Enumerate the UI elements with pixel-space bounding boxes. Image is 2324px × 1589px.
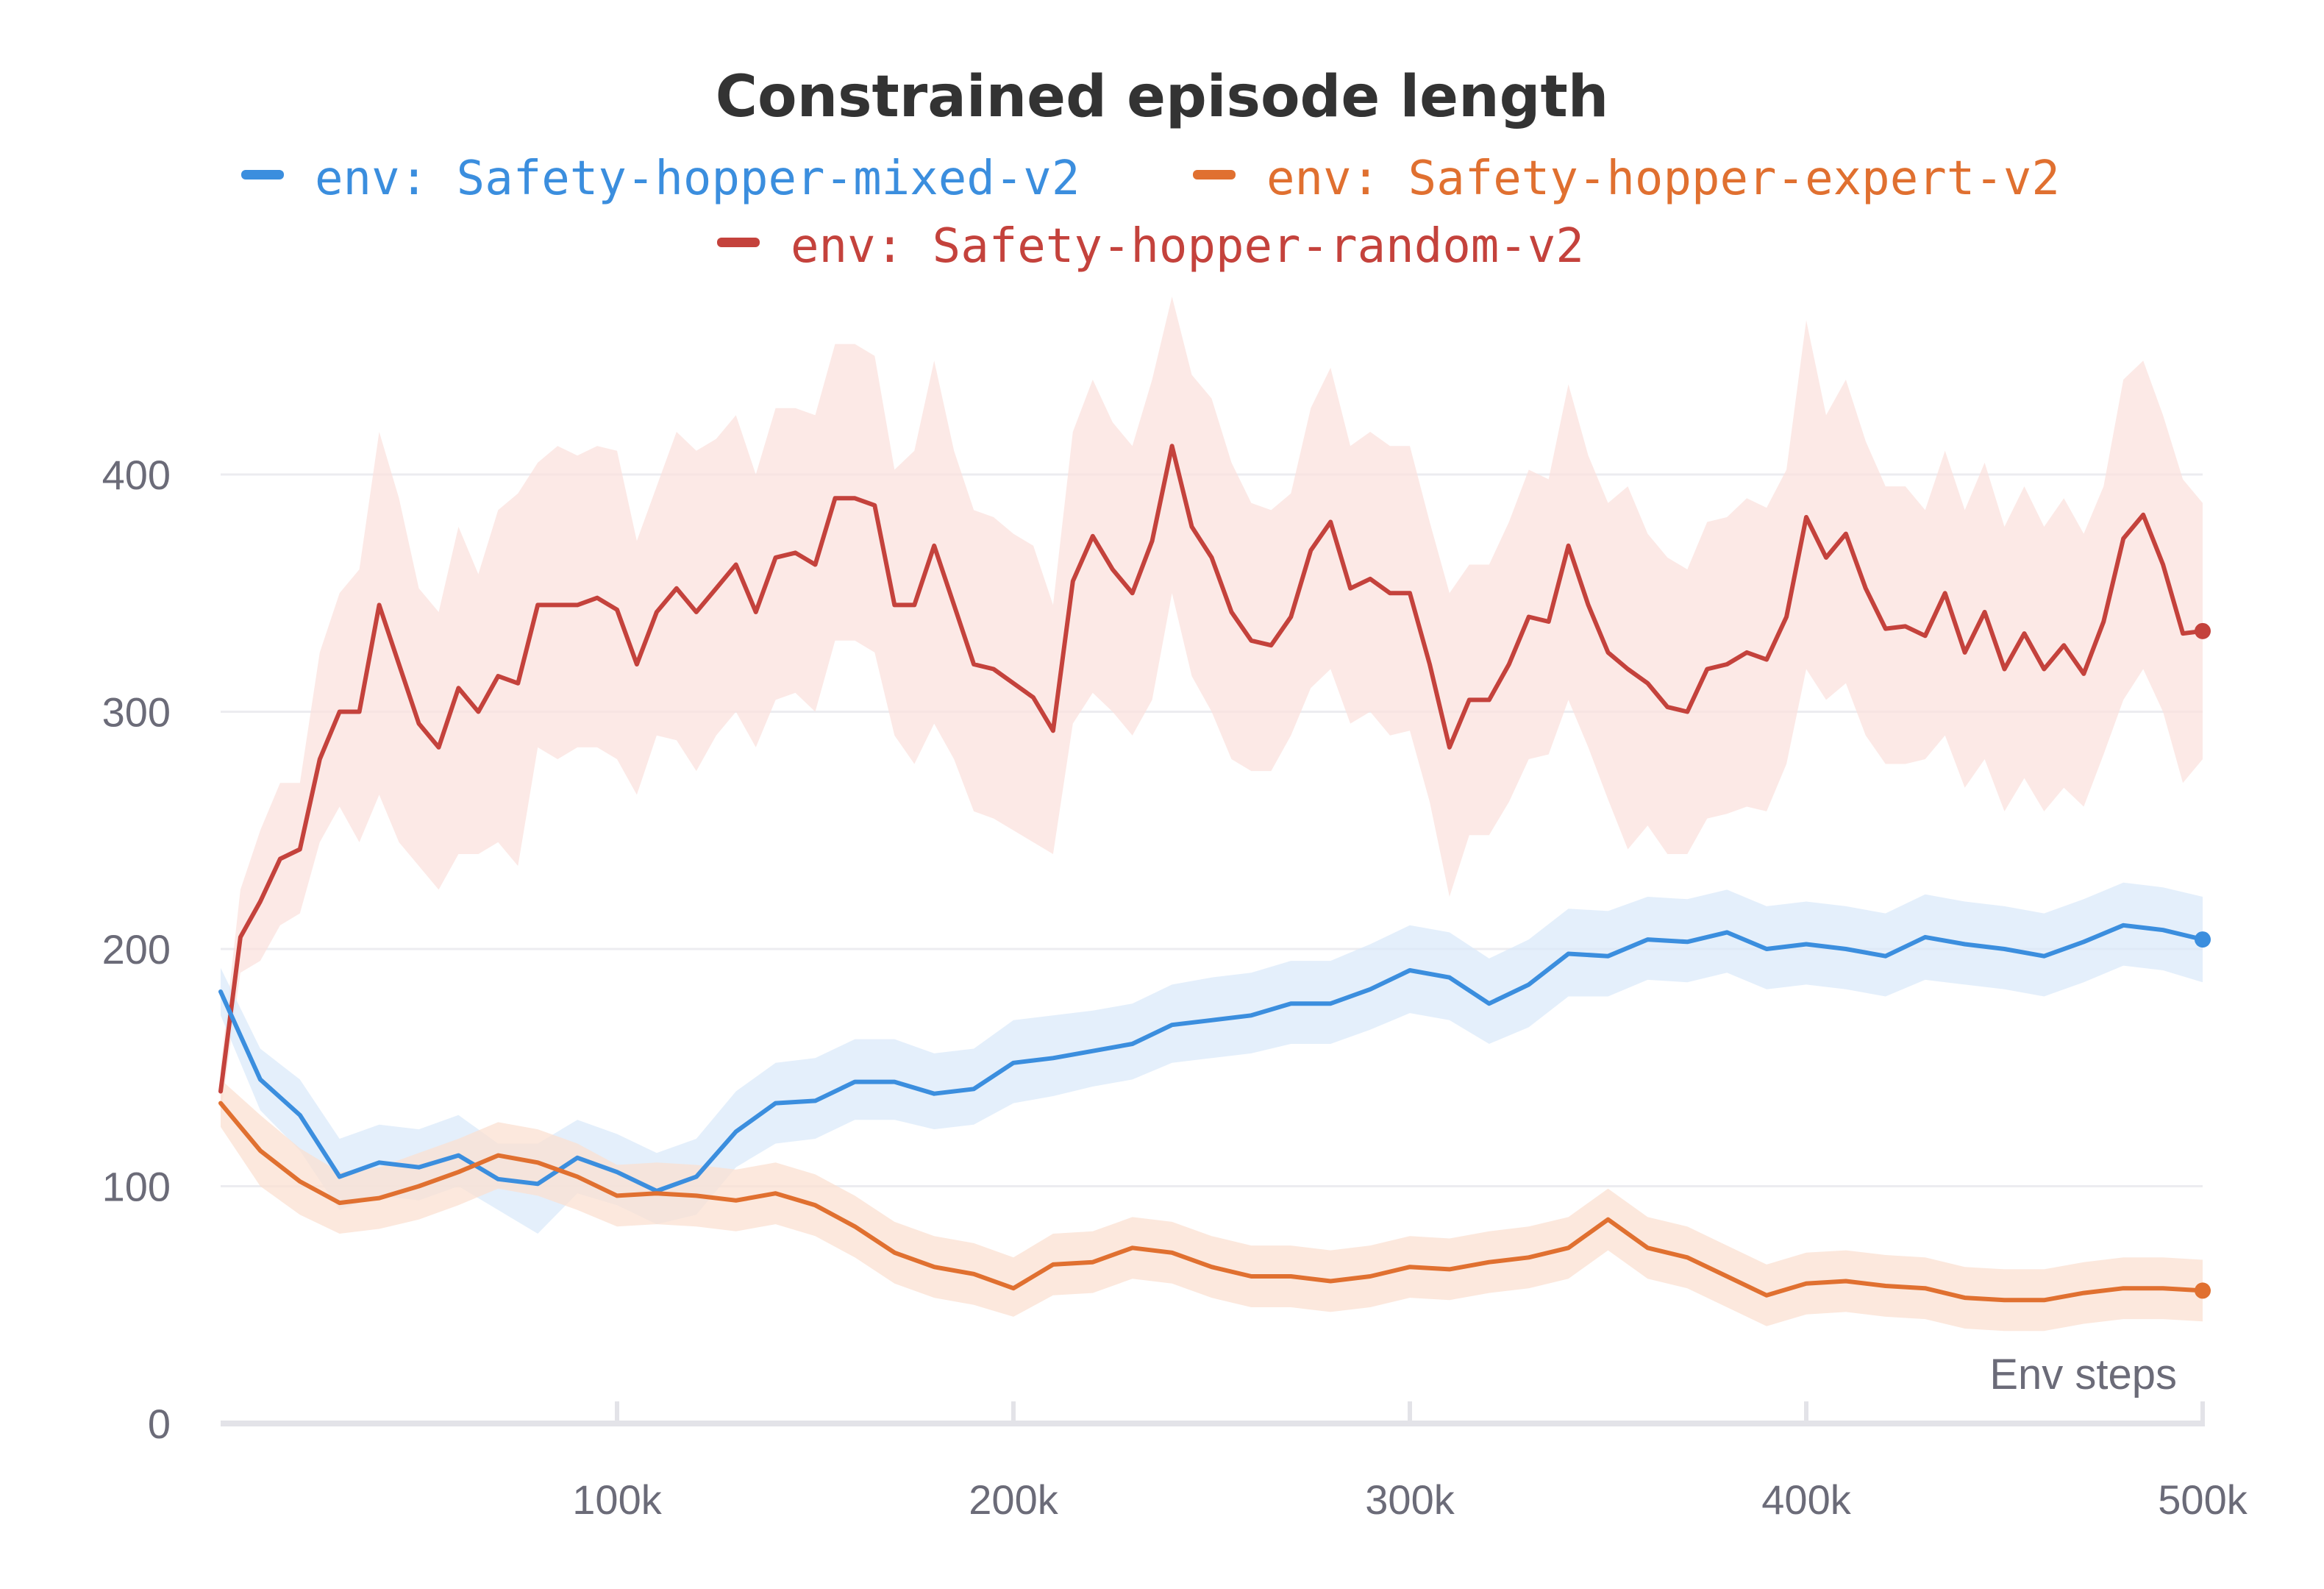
band-series-2 <box>221 296 2203 1115</box>
legend-label-random: env: Safety-hopper-random-v2 <box>791 219 1584 274</box>
endpoint-series-2 <box>2195 622 2211 639</box>
legend-item-random[interactable]: env: Safety-hopper-random-v2 <box>717 219 1584 274</box>
y-tick-label: 0 <box>148 1401 171 1447</box>
x-axis-ticks: 100k 200k 300k 400k 500k <box>572 1401 2248 1523</box>
y-tick-label: 400 <box>102 452 171 498</box>
legend-swatch-expert <box>1193 170 1236 179</box>
line-series-2[interactable] <box>218 444 2205 1094</box>
x-tick-label: 200k <box>969 1476 1058 1523</box>
x-tick-label: 500k <box>2158 1476 2248 1523</box>
line-series-1[interactable] <box>218 1101 2205 1303</box>
x-axis-label: Env steps <box>1989 1351 2177 1398</box>
series-endpoints <box>2195 622 2211 1299</box>
x-tick-label: 300k <box>1365 1476 1455 1523</box>
series-lines <box>218 444 2205 1303</box>
legend: env: Safety-hopper-mixed-v2 env: Safety-… <box>241 152 2060 274</box>
legend-swatch-mixed <box>241 170 284 179</box>
legend-label-expert: env: Safety-hopper-expert-v2 <box>1266 152 2060 206</box>
endpoint-series-0 <box>2195 931 2211 948</box>
confidence-bands <box>221 296 2203 1332</box>
chart-title: Constrained episode length <box>716 64 1609 130</box>
legend-item-mixed[interactable]: env: Safety-hopper-mixed-v2 <box>241 152 1080 206</box>
line-series-0[interactable] <box>218 923 2205 1193</box>
legend-swatch-random <box>717 238 760 247</box>
legend-label-mixed: env: Safety-hopper-mixed-v2 <box>315 152 1080 206</box>
band-series-0 <box>221 882 2203 1234</box>
x-tick-label: 400k <box>1761 1476 1851 1523</box>
endpoint-series-1 <box>2195 1282 2211 1299</box>
y-axis-ticks: 0 100 200 300 400 <box>102 452 171 1447</box>
y-tick-label: 100 <box>102 1164 171 1210</box>
y-tick-label: 300 <box>102 689 171 736</box>
legend-item-expert[interactable]: env: Safety-hopper-expert-v2 <box>1193 152 2060 206</box>
y-tick-label: 200 <box>102 926 171 973</box>
x-tick-label: 100k <box>572 1476 662 1523</box>
